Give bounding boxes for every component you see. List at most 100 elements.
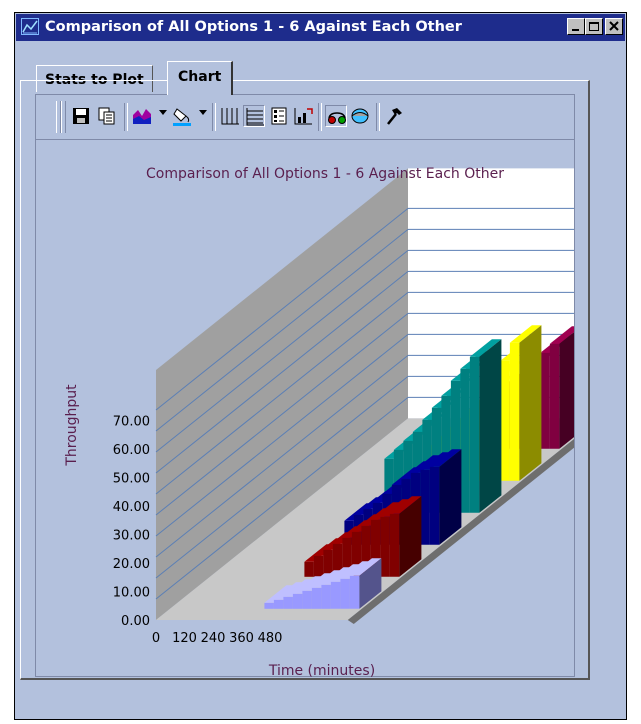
bar-top: [349, 558, 382, 576]
hammer-icon: [387, 108, 402, 125]
x-tick-label: 480: [258, 631, 283, 646]
bar-top: [509, 325, 542, 343]
y-axis-label: Throughput: [64, 384, 80, 467]
bar-front: [420, 469, 430, 545]
rotate-button[interactable]: [349, 105, 371, 127]
grid-line: [155, 313, 409, 516]
line-chart-icon: [21, 18, 39, 35]
x-grid-button[interactable]: [219, 105, 241, 127]
toolbar-separator: [212, 103, 216, 131]
copy-button[interactable]: [96, 105, 118, 127]
tab-strip: Stats to Plot Chart: [15, 41, 626, 95]
axis-properties-button[interactable]: [292, 105, 314, 127]
bar-front: [321, 584, 331, 609]
grid-line: [155, 250, 409, 453]
bar-side: [439, 449, 462, 545]
bar-side: [559, 332, 574, 449]
bar-series-1: [349, 558, 382, 609]
y-tick-label: 50.00: [113, 472, 150, 487]
bar-series-5: [509, 325, 542, 481]
axis-properties-icon: [294, 108, 313, 125]
x-tick-label: 360: [229, 631, 254, 646]
chart-type-button[interactable]: [131, 105, 153, 127]
grid-line: [155, 271, 409, 474]
bar-front: [302, 590, 312, 609]
fill-color-icon: [173, 108, 191, 126]
y-grid-icon: [246, 108, 264, 126]
save-icon: [73, 108, 89, 124]
grid-line: [155, 397, 409, 600]
bar-front: [323, 549, 333, 577]
bar-side: [479, 339, 502, 513]
bar-front: [264, 602, 274, 609]
maximize-button[interactable]: [585, 18, 603, 35]
close-icon: [609, 21, 619, 31]
fill-color-button[interactable]: [171, 105, 193, 127]
bar-series-3: [429, 449, 462, 545]
y-tick-label: 0.00: [121, 614, 150, 629]
toolbar-grip[interactable]: [56, 101, 61, 133]
bar-top: [389, 496, 422, 514]
bar-top: [469, 339, 502, 357]
copy-icon: [98, 107, 115, 125]
chart-frame: [35, 94, 575, 677]
grid-line: [155, 292, 409, 495]
bar-front: [509, 342, 520, 481]
bar-side: [519, 325, 542, 481]
bar-top: [549, 326, 574, 344]
legend-button[interactable]: [268, 105, 290, 127]
bar-side: [359, 558, 382, 609]
chart-wizard-button[interactable]: [383, 105, 405, 127]
maximize-icon: [589, 22, 599, 31]
legend-icon: [271, 107, 287, 125]
bar-front: [460, 368, 470, 513]
bar-front: [313, 555, 324, 577]
bar-front: [540, 352, 550, 449]
chart-area: Comparison of All Options 1 - 6 Against …: [64, 166, 574, 678]
bar-front: [273, 599, 284, 609]
grid-line: [155, 208, 409, 411]
x-tick-label: 120: [172, 631, 197, 646]
bar-front: [292, 593, 303, 609]
chart-title: Comparison of All Options 1 - 6 Against …: [146, 166, 504, 182]
3d-view-button[interactable]: [325, 105, 347, 127]
bar-front: [283, 596, 293, 609]
close-button[interactable]: [605, 18, 623, 35]
window-title: Comparison of All Options 1 - 6 Against …: [45, 19, 462, 35]
tab-chart[interactable]: Chart: [167, 61, 234, 95]
x-tick-label: 240: [201, 631, 226, 646]
x-tick-label: 0: [152, 631, 160, 646]
chart-type-icon: [133, 109, 151, 124]
bar-front: [304, 561, 314, 577]
bar-front: [332, 543, 343, 577]
y-tick-label: 30.00: [113, 529, 150, 544]
bar-front: [389, 513, 400, 577]
3d-view-icon: [328, 112, 346, 124]
chart-type-dropdown-arrow[interactable]: [159, 110, 167, 115]
y-tick-label: 70.00: [113, 415, 150, 430]
toolbar-separator: [318, 103, 322, 131]
minimize-button[interactable]: [567, 18, 585, 35]
grid-line: [155, 376, 409, 579]
bar-series-4: [469, 339, 502, 513]
chart-toolbar: [36, 95, 574, 140]
y-tick-label: 60.00: [113, 443, 150, 458]
toolbar-separator: [124, 103, 128, 131]
y-grid-button[interactable]: [243, 105, 265, 127]
bar-series-2: [389, 496, 422, 577]
bar-side: [399, 496, 422, 577]
fill-color-dropdown-arrow[interactable]: [199, 110, 207, 115]
bar-front: [311, 587, 322, 609]
y-tick-label: 10.00: [113, 586, 150, 601]
bar-front: [429, 466, 440, 545]
save-button[interactable]: [70, 105, 92, 127]
x-grid-icon: [221, 108, 239, 125]
bar-series-6: [549, 326, 574, 449]
y-tick-label: 20.00: [113, 557, 150, 572]
x-axis-label: Time (minutes): [268, 663, 375, 678]
title-bar[interactable]: Comparison of All Options 1 - 6 Against …: [16, 14, 625, 41]
rotate-icon: [351, 108, 369, 124]
minimize-icon: [572, 29, 579, 31]
bar-front: [469, 356, 480, 513]
grid-line: [155, 334, 409, 537]
